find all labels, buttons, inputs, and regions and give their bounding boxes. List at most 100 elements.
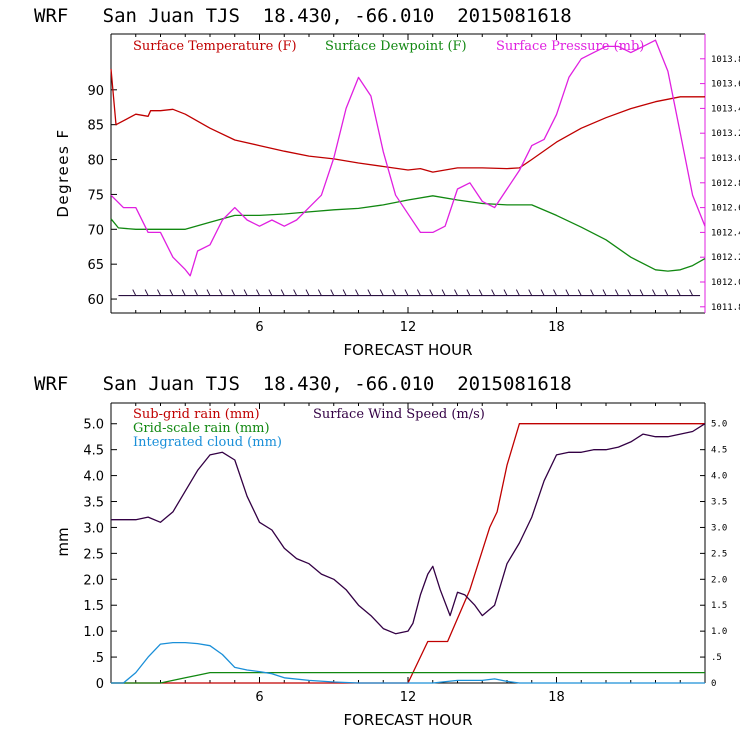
- series-surface-temperature-f: [110, 68, 705, 173]
- wind-barb: [614, 289, 619, 296]
- right-tick-label: 2.5: [711, 549, 727, 559]
- right-tick-label: 0: [711, 679, 716, 689]
- wind-barb: [491, 289, 496, 296]
- wind-barb: [602, 289, 607, 296]
- wind-barb: [590, 289, 595, 296]
- wind-barb: [416, 289, 421, 296]
- wind-barb: [206, 289, 211, 296]
- wind-barb: [231, 289, 236, 296]
- y-tick-label: 2.5: [83, 547, 104, 562]
- right-tick-label: 4.5: [711, 446, 727, 456]
- wind-barb: [503, 289, 508, 296]
- wind-barb: [355, 289, 359, 296]
- series-grid-scale-rain-mm: [111, 671, 705, 684]
- chart-2-ylabel: mm: [54, 527, 72, 556]
- wind-barb: [194, 289, 199, 296]
- wind-barb: [132, 289, 137, 296]
- chart-1-ylabel: Degrees F: [54, 128, 72, 217]
- wind-barb: [553, 289, 557, 296]
- series-surface-wind-speed-m-s: [111, 423, 706, 635]
- chart-panel-1: WRF San Juan TJS 18.430, -66.010 2015081…: [34, 5, 740, 359]
- right-tick-label: 1012.8: [711, 179, 740, 189]
- legend-integrated-cloud: Integrated cloud (mm): [133, 435, 282, 450]
- y-tick-label: 3.5: [83, 496, 104, 511]
- y-tick-label: 60: [87, 293, 104, 308]
- right-tick-label: 1.5: [711, 601, 727, 611]
- chart-2-title: WRF San Juan TJS 18.430, -66.010 2015081…: [34, 373, 572, 395]
- wind-barb: [157, 289, 161, 296]
- y-tick-label: 3.0: [83, 521, 104, 536]
- x-tick-label: 18: [548, 690, 565, 705]
- y-tick-label: 4.5: [83, 444, 104, 459]
- wind-barb: [664, 289, 669, 296]
- wind-barb: [515, 289, 520, 296]
- wind-barb: [330, 289, 335, 296]
- wind-barb: [652, 289, 656, 296]
- y-tick-label: 65: [87, 258, 104, 273]
- wind-barb: [280, 289, 285, 296]
- legend-surface-temperature: Surface Temperature (F): [133, 39, 297, 54]
- wind-barb: [256, 289, 260, 296]
- wind-barb: [342, 289, 347, 296]
- wind-barb: [218, 289, 223, 296]
- legend-grid-scale-rain: Grid-scale rain (mm): [133, 421, 270, 436]
- chart-panel-2: WRF San Juan TJS 18.430, -66.010 2015081…: [34, 373, 727, 729]
- right-tick-label: 1012.4: [711, 228, 740, 238]
- wind-barb: [627, 289, 632, 296]
- x-tick-label: 6: [255, 320, 263, 335]
- legend-sub-grid-rain: Sub-grid rain (mm): [133, 407, 260, 422]
- legend-surface-dewpoint: Surface Dewpoint (F): [325, 39, 467, 54]
- right-tick-label: 1013.8: [711, 55, 740, 65]
- chart-1-title: WRF San Juan TJS 18.430, -66.010 2015081…: [34, 5, 572, 27]
- right-tick-label: 1012.2: [711, 253, 740, 263]
- legend-surface-wind-speed: Surface Wind Speed (m/s): [313, 407, 485, 422]
- y-tick-label: 90: [87, 84, 104, 99]
- right-tick-label: 1012.0: [711, 278, 740, 288]
- wind-barb: [540, 289, 545, 296]
- right-tick-label: 5.0: [711, 420, 727, 430]
- wind-barb: [367, 289, 372, 296]
- right-tick-label: 3.5: [711, 498, 727, 508]
- y-tick-label: 80: [87, 154, 104, 169]
- wind-barb: [243, 289, 248, 296]
- wind-barb: [379, 289, 384, 296]
- wind-barb: [293, 289, 298, 296]
- x-tick-label: 12: [400, 690, 417, 705]
- wind-barb: [441, 289, 446, 296]
- y-tick-label: 0: [96, 677, 104, 692]
- x-tick-label: 6: [255, 690, 263, 705]
- right-tick-label: 2.0: [711, 575, 727, 585]
- y-tick-label: 70: [87, 223, 104, 238]
- chart-1-legend: Surface Temperature (F) Surface Dewpoint…: [133, 39, 644, 54]
- right-tick-label: 1012.6: [711, 204, 740, 214]
- wind-barb: [639, 289, 644, 296]
- right-tick-label: 4.0: [711, 472, 727, 482]
- y-tick-label: 5.0: [83, 418, 104, 433]
- right-tick-label: 1.0: [711, 627, 727, 637]
- x-tick-label: 18: [548, 320, 565, 335]
- chart-2-legend: Sub-grid rain (mm) Surface Wind Speed (m…: [133, 407, 485, 450]
- wind-barb: [689, 289, 694, 296]
- right-tick-label: .5: [711, 653, 722, 663]
- y-tick-label: 2.0: [83, 573, 104, 588]
- wind-barb: [565, 289, 570, 296]
- x-tick-label: 12: [400, 320, 417, 335]
- series-integrated-cloud-mm: [111, 641, 705, 684]
- wind-barb: [528, 289, 533, 296]
- wind-barb: [392, 289, 397, 296]
- y-tick-label: 1.5: [83, 599, 104, 614]
- y-tick-label: 1.0: [83, 625, 104, 640]
- chart-2-xlabel: FORECAST HOUR: [343, 711, 472, 729]
- wind-barbs: [118, 289, 701, 297]
- chart-1-axes: 6 12 18 60 65 70 75 80 85 90 1011.8 1012.0 1012.2 101…: [87, 33, 740, 335]
- wind-barb: [144, 289, 149, 296]
- wind-barb: [466, 289, 471, 296]
- right-tick-label: 1013.0: [711, 154, 740, 164]
- wind-barb: [317, 289, 322, 296]
- chart-1-series: [110, 39, 706, 297]
- y-tick-label: 85: [87, 119, 104, 134]
- wind-barb: [404, 289, 409, 296]
- right-tick-label: 1011.8: [711, 303, 740, 313]
- wind-barb: [268, 289, 273, 296]
